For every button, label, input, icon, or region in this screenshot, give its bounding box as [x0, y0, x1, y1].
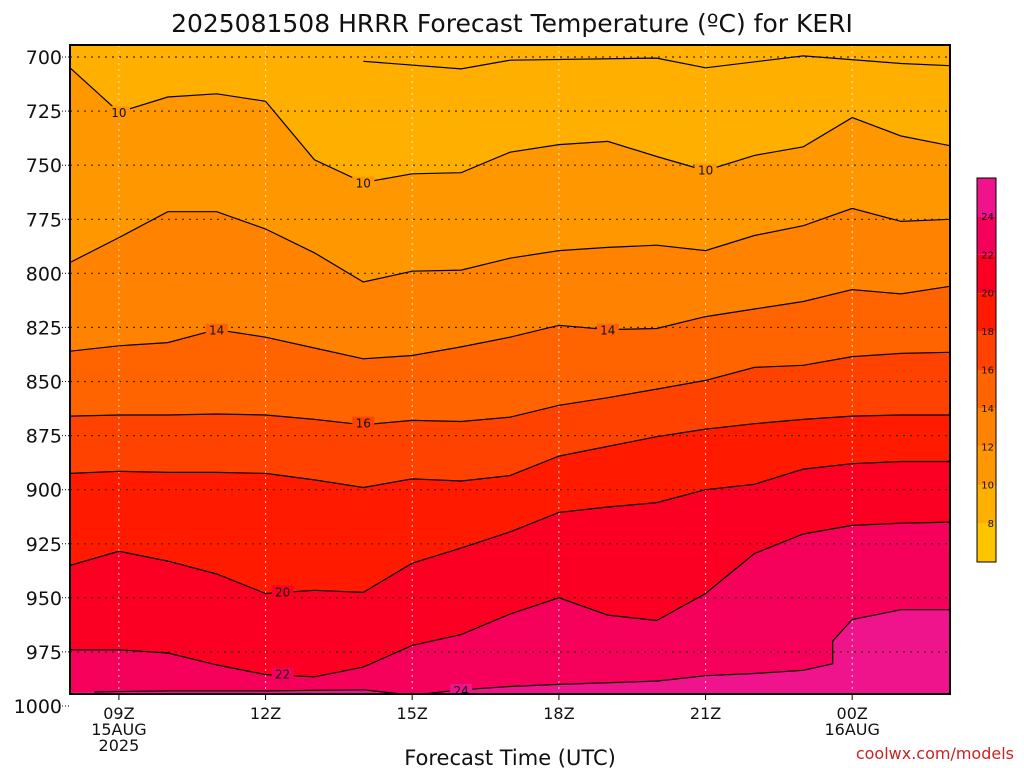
colorbar-tick-24: 24	[981, 212, 994, 223]
isotherm-contours	[70, 55, 950, 694]
y-tick-label-800: 800	[26, 263, 62, 285]
colorbar-bin-18-20	[977, 293, 996, 332]
contour-label-bg	[205, 323, 228, 338]
isotherm-12	[70, 207, 950, 283]
colorbar-bin-16-18	[977, 331, 996, 370]
y-tick-label-925: 925	[26, 534, 62, 556]
y-tick-label-875: 875	[26, 426, 62, 448]
y-tick-label-900: 900	[26, 480, 62, 502]
colorbar-bin-24-26	[977, 178, 996, 217]
x-tick-label-2025: 2025	[99, 736, 140, 755]
contour-label-10-2: 10	[694, 163, 717, 178]
colorbar-tick-8: 8	[988, 519, 994, 530]
contour-label-20-6: 20	[271, 585, 294, 600]
y-tick-label-850: 850	[26, 372, 62, 394]
colorbar-bin-12-14	[977, 408, 996, 447]
y-tick-label-700: 700	[26, 47, 62, 69]
colorbar-tick-12: 12	[981, 442, 994, 453]
x-tick-label-15AUG: 15AUG	[91, 720, 146, 739]
contour-label-bg	[694, 163, 717, 178]
contour-label-bg	[107, 106, 130, 121]
isotherm-18	[70, 414, 950, 489]
contour-label-14-4: 14	[596, 323, 619, 338]
isotherm-20	[70, 460, 950, 595]
y-tick-label-825: 825	[26, 317, 62, 339]
colorbar-tick-16: 16	[981, 366, 994, 377]
contour-label-text: 24	[453, 684, 468, 698]
contour-label-text: 10	[698, 164, 713, 178]
colorbar-bin-8-10	[977, 485, 996, 524]
isotherm-24	[94, 609, 950, 694]
colorbar-tick-22: 22	[981, 250, 994, 261]
colorbar-bin-14-16	[977, 370, 996, 409]
contour-label-24-8: 24	[450, 683, 473, 698]
contour-label-text: 20	[275, 585, 290, 599]
contour-label-bg	[352, 416, 375, 431]
x-tick-label-00Z: 00Z	[837, 704, 868, 723]
colorbar-tick-20: 20	[981, 289, 994, 300]
colorbar-frame	[976, 177, 997, 563]
plot-frame	[69, 44, 951, 695]
contour-label-text: 10	[356, 177, 371, 191]
contour-label-10-1: 10	[352, 176, 375, 191]
isotherm-22	[70, 521, 950, 678]
colorbar-tick-10: 10	[981, 481, 994, 492]
contour-label-text: 14	[600, 324, 615, 338]
x-tick-label-21Z: 21Z	[690, 704, 721, 723]
y-tick-label-725: 725	[26, 101, 62, 123]
grid-lines	[70, 45, 950, 694]
y-tick-label-1000: 1000	[14, 696, 62, 718]
contour-label-text: 14	[209, 324, 224, 338]
contour-label-text: 16	[356, 417, 371, 431]
x-tick-label-09Z: 09Z	[103, 704, 134, 723]
band-above-22	[70, 522, 950, 694]
y-tick-label-775: 775	[26, 209, 62, 231]
contour-label-14-3: 14	[205, 323, 228, 338]
colorbar-bin-22-24	[977, 216, 996, 255]
contour-label-16-5: 16	[352, 416, 375, 431]
contour-label-text: 10	[111, 106, 126, 120]
plot-area: 10 10 10 14 14 16 20 22 24	[70, 45, 950, 698]
contour-label-text: 22	[275, 668, 290, 682]
contour-label-bg	[450, 683, 473, 694]
colorbar-tick-14: 14	[981, 404, 994, 415]
credit-link[interactable]: coolwx.com/models	[856, 744, 1014, 763]
colorbar-tick-18: 18	[981, 327, 994, 338]
contour-label-bg	[271, 585, 294, 600]
chart-title: 2025081508 HRRR Forecast Temperature (ºC…	[171, 9, 853, 38]
x-tick-label-16AUG: 16AUG	[824, 720, 879, 739]
y-tick-label-975: 975	[26, 642, 62, 664]
x-tick-label-12Z: 12Z	[250, 704, 281, 723]
isotherm-8	[363, 55, 950, 70]
contour-labels: 10 10 10 14 14 16 20 22 24	[107, 106, 717, 698]
y-tick-label-950: 950	[26, 588, 62, 610]
x-axis-label: Forecast Time (UTC)	[404, 746, 616, 768]
colorbar-bin-20-22	[977, 254, 996, 294]
colorbar-bin-6-8	[977, 523, 996, 562]
isotherm-10	[70, 67, 950, 184]
contour-label-10-0: 10	[107, 106, 130, 121]
contour-label-bg	[352, 176, 375, 191]
colorbar: 8 10 12 14 16 18 20 22 24	[976, 177, 997, 563]
contour-label-22-7: 22	[271, 667, 294, 682]
x-tick-label-15Z: 15Z	[397, 704, 428, 723]
colorbar-bin-10-12	[977, 446, 996, 486]
temperature-bands	[70, 55, 950, 694]
x-tick-label-18Z: 18Z	[543, 704, 574, 723]
contour-label-bg	[271, 667, 294, 682]
y-axis-ticks: 700 725 750 775 800 825 850 875 900 925 950 975 1000	[14, 47, 70, 718]
contour-label-bg	[596, 323, 619, 338]
isotherm-16	[70, 351, 950, 426]
y-tick-label-750: 750	[26, 155, 62, 177]
